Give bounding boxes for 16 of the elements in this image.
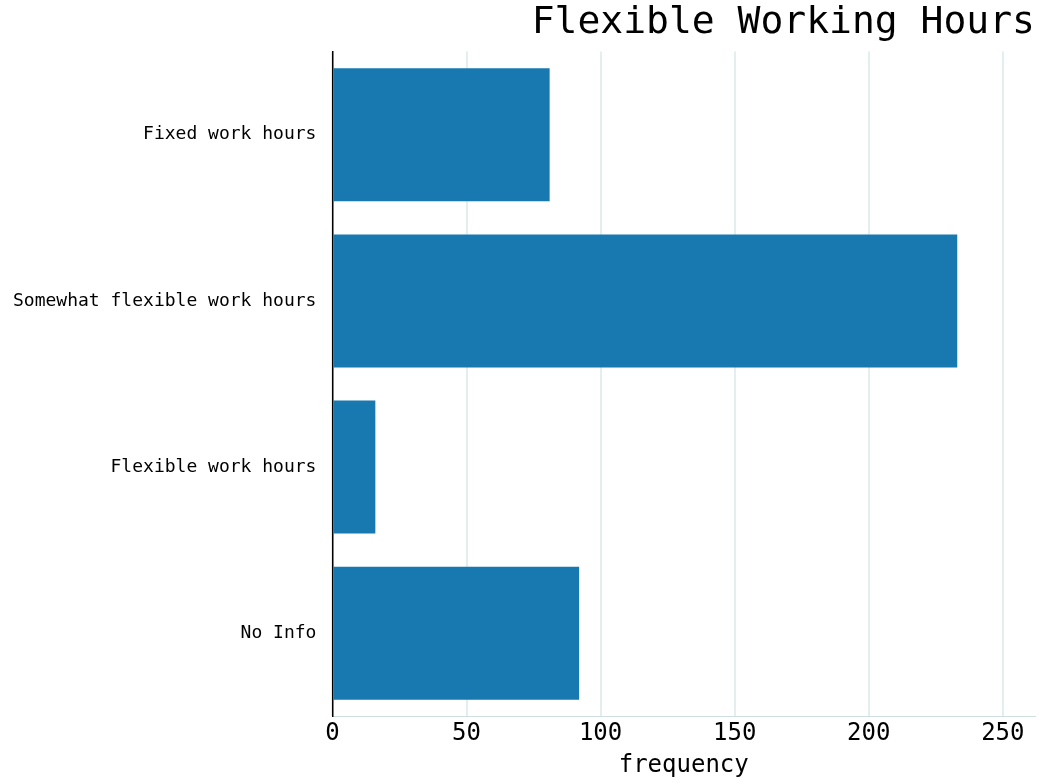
y-tick-label: Fixed work hours	[143, 122, 317, 144]
bar	[333, 566, 580, 700]
y-tick-label: No Info	[240, 620, 317, 642]
bar	[333, 68, 550, 202]
chart-title: Flexible Working Hours	[531, 0, 1035, 42]
bar	[333, 234, 958, 368]
x-tick-label: 100	[578, 718, 623, 747]
x-axis-title: frequency	[618, 749, 749, 778]
x-tick-label: 150	[712, 718, 757, 747]
bar	[333, 400, 376, 534]
x-tick-label: 50	[452, 718, 481, 747]
x-tick-label: 250	[981, 718, 1025, 747]
x-tick-label: 200	[847, 718, 891, 747]
x-tick-label: 0	[325, 718, 340, 747]
y-tick-label: Somewhat flexible work hours	[13, 288, 317, 310]
y-tick-label: Flexible work hours	[110, 454, 317, 476]
